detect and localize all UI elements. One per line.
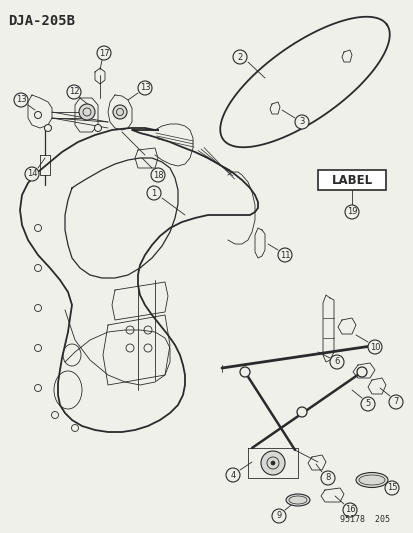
Text: 10: 10 bbox=[369, 343, 379, 351]
Text: 17: 17 bbox=[98, 49, 109, 58]
Circle shape bbox=[360, 397, 374, 411]
Circle shape bbox=[367, 340, 381, 354]
Text: 14: 14 bbox=[27, 169, 37, 179]
Ellipse shape bbox=[355, 472, 387, 488]
Circle shape bbox=[151, 168, 165, 182]
Circle shape bbox=[240, 367, 249, 377]
Circle shape bbox=[271, 461, 274, 465]
Circle shape bbox=[271, 509, 285, 523]
Circle shape bbox=[25, 167, 39, 181]
Circle shape bbox=[225, 468, 240, 482]
Text: 16: 16 bbox=[344, 505, 354, 514]
Text: 13: 13 bbox=[139, 84, 150, 93]
Text: 2: 2 bbox=[237, 52, 242, 61]
Circle shape bbox=[147, 186, 161, 200]
Circle shape bbox=[320, 471, 334, 485]
Text: 4: 4 bbox=[230, 471, 235, 480]
Circle shape bbox=[356, 367, 366, 377]
Text: 9: 9 bbox=[276, 512, 281, 521]
Circle shape bbox=[79, 104, 95, 120]
Circle shape bbox=[388, 395, 402, 409]
Text: 8: 8 bbox=[325, 473, 330, 482]
Circle shape bbox=[344, 205, 358, 219]
Text: LABEL: LABEL bbox=[331, 174, 372, 187]
Text: 12: 12 bbox=[69, 87, 79, 96]
Text: 1: 1 bbox=[151, 189, 156, 198]
Circle shape bbox=[14, 93, 28, 107]
Circle shape bbox=[296, 407, 306, 417]
Text: 6: 6 bbox=[334, 358, 339, 367]
Circle shape bbox=[260, 451, 284, 475]
Text: 5: 5 bbox=[365, 400, 370, 408]
Text: 95178  205: 95178 205 bbox=[339, 515, 389, 524]
Circle shape bbox=[277, 248, 291, 262]
Circle shape bbox=[294, 115, 308, 129]
Text: 15: 15 bbox=[386, 483, 396, 492]
Text: 11: 11 bbox=[279, 251, 290, 260]
Circle shape bbox=[384, 481, 398, 495]
FancyBboxPatch shape bbox=[317, 170, 385, 190]
Circle shape bbox=[67, 85, 81, 99]
Text: 18: 18 bbox=[152, 171, 163, 180]
Ellipse shape bbox=[285, 494, 309, 506]
Circle shape bbox=[94, 125, 101, 132]
Circle shape bbox=[233, 50, 247, 64]
Circle shape bbox=[342, 503, 356, 517]
Circle shape bbox=[329, 355, 343, 369]
Text: DJA-205B: DJA-205B bbox=[8, 14, 75, 28]
Circle shape bbox=[34, 111, 41, 118]
Circle shape bbox=[97, 46, 111, 60]
Text: 7: 7 bbox=[392, 398, 398, 407]
Circle shape bbox=[138, 81, 152, 95]
Text: 13: 13 bbox=[16, 95, 26, 104]
Circle shape bbox=[44, 125, 51, 132]
Text: 3: 3 bbox=[299, 117, 304, 126]
Text: 19: 19 bbox=[346, 207, 356, 216]
Circle shape bbox=[113, 105, 127, 119]
